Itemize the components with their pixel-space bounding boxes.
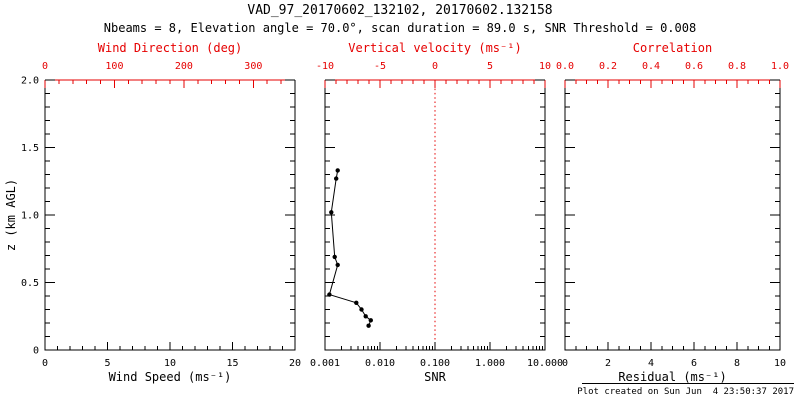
x-tick-label: 4: [648, 358, 654, 369]
x-tick-label: 8: [734, 358, 740, 369]
x-tick-label: 5: [104, 358, 110, 369]
top-x-tick-label: 0.0: [556, 61, 574, 72]
top-x-tick-label: 0.8: [728, 61, 746, 72]
panel-residual: 0 2 4 6 8 10 0.0 0.2 0.4 0.6 0.8 1.0 Residual (ms⁻¹)…: [556, 41, 789, 384]
plot-created-timestamp: Plot created on Sun Jun 4 23:50:37 2017: [577, 387, 794, 397]
top-x-axis-title: Correlation: [633, 41, 712, 55]
top-x-tick-label: -10: [316, 61, 334, 72]
x-tick-label: 20: [289, 358, 301, 369]
data-point: [335, 168, 340, 173]
data-point: [366, 323, 371, 328]
data-point: [354, 300, 359, 305]
x-tick-label: 10: [774, 358, 786, 369]
panel-frame: [324, 80, 546, 351]
y-tick-label: 2.0: [21, 76, 39, 87]
x-axis-title: SNR: [424, 370, 446, 384]
plot-title: VAD_97_20170602_132102, 20170602.132158: [247, 3, 553, 18]
data-point: [335, 262, 340, 268]
x-tick-label: 10.000: [527, 358, 563, 369]
x-tick-label: 0.001: [310, 358, 340, 369]
data-point: [327, 292, 332, 297]
data-point: [363, 314, 368, 319]
panel-snr: 0.001 0.010 0.100 1.000 10.000 -10 -5 0 5 10 SNR Ve…: [310, 41, 563, 384]
x-tick-label: 0: [562, 358, 568, 369]
panel-frame: [564, 80, 781, 351]
y-tick-label: 0: [33, 346, 39, 357]
x-tick-label: 2: [605, 358, 611, 369]
top-x-tick-label: 1.0: [771, 61, 789, 72]
data-point: [332, 254, 337, 260]
data-point: [334, 176, 339, 181]
panel-frame: [44, 80, 296, 351]
x-axis-title: Wind Speed (ms⁻¹): [109, 370, 232, 384]
top-x-tick-label: 5: [487, 61, 493, 72]
x-tick-label: 0.100: [420, 358, 450, 369]
top-x-tick-label: -5: [374, 61, 386, 72]
top-x-tick-label: 0.6: [685, 61, 703, 72]
footer-rule: [582, 383, 794, 384]
top-x-axis-title: Vertical velocity (ms⁻¹): [348, 41, 521, 55]
top-x-axis-title: Wind Direction (deg): [98, 41, 243, 55]
data-point: [359, 307, 364, 312]
x-tick-label: 0.010: [365, 358, 395, 369]
x-tick-label: 1.000: [475, 358, 505, 369]
x-tick-label: 0: [42, 358, 48, 369]
top-x-tick-label: 0: [432, 61, 438, 72]
plot-subtitle: Nbeams = 8, Elevation angle = 70.0°, sca…: [103, 21, 697, 35]
top-x-tick-label: 0.2: [599, 61, 617, 72]
x-tick-label: 6: [691, 358, 697, 369]
top-x-tick-label: 300: [244, 61, 262, 72]
data-point: [368, 318, 373, 323]
top-x-tick-label: 0.4: [642, 61, 660, 72]
x-tick-label: 10: [164, 358, 176, 369]
top-x-tick-label: 0: [42, 61, 48, 72]
snr-profile-line: [328, 170, 372, 326]
top-x-tick-label: 100: [105, 61, 123, 72]
x-axis-title: Residual (ms⁻¹): [618, 370, 726, 384]
top-x-tick-label: 200: [175, 61, 193, 72]
y-tick-label: 1.0: [21, 211, 39, 222]
top-x-tick-label: 10: [539, 61, 551, 72]
x-tick-label: 15: [226, 358, 238, 369]
y-tick-label: 0.5: [21, 278, 39, 289]
data-point: [329, 210, 334, 215]
y-tick-label: 1.5: [21, 143, 39, 154]
y-axis-title: z (km AGL): [4, 179, 18, 251]
